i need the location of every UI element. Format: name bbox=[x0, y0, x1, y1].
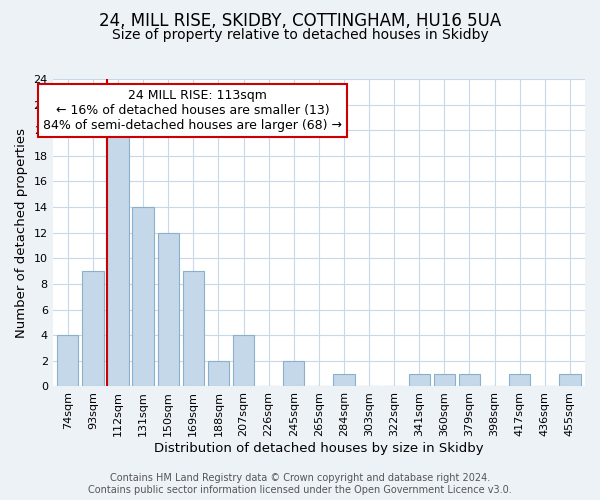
Bar bbox=[158, 232, 179, 386]
Bar bbox=[82, 271, 104, 386]
Bar bbox=[107, 130, 128, 386]
Y-axis label: Number of detached properties: Number of detached properties bbox=[15, 128, 28, 338]
Bar bbox=[233, 335, 254, 386]
Bar bbox=[459, 374, 480, 386]
Text: 24 MILL RISE: 113sqm
← 16% of detached houses are smaller (13)
84% of semi-detac: 24 MILL RISE: 113sqm ← 16% of detached h… bbox=[43, 89, 343, 132]
Bar bbox=[208, 361, 229, 386]
Bar bbox=[182, 271, 204, 386]
Bar bbox=[434, 374, 455, 386]
Bar bbox=[333, 374, 355, 386]
Text: Size of property relative to detached houses in Skidby: Size of property relative to detached ho… bbox=[112, 28, 488, 42]
Bar bbox=[409, 374, 430, 386]
X-axis label: Distribution of detached houses by size in Skidby: Distribution of detached houses by size … bbox=[154, 442, 484, 455]
Bar bbox=[133, 207, 154, 386]
Bar bbox=[283, 361, 304, 386]
Bar bbox=[509, 374, 530, 386]
Bar bbox=[559, 374, 581, 386]
Text: Contains HM Land Registry data © Crown copyright and database right 2024.
Contai: Contains HM Land Registry data © Crown c… bbox=[88, 474, 512, 495]
Text: 24, MILL RISE, SKIDBY, COTTINGHAM, HU16 5UA: 24, MILL RISE, SKIDBY, COTTINGHAM, HU16 … bbox=[99, 12, 501, 30]
Bar bbox=[57, 335, 79, 386]
